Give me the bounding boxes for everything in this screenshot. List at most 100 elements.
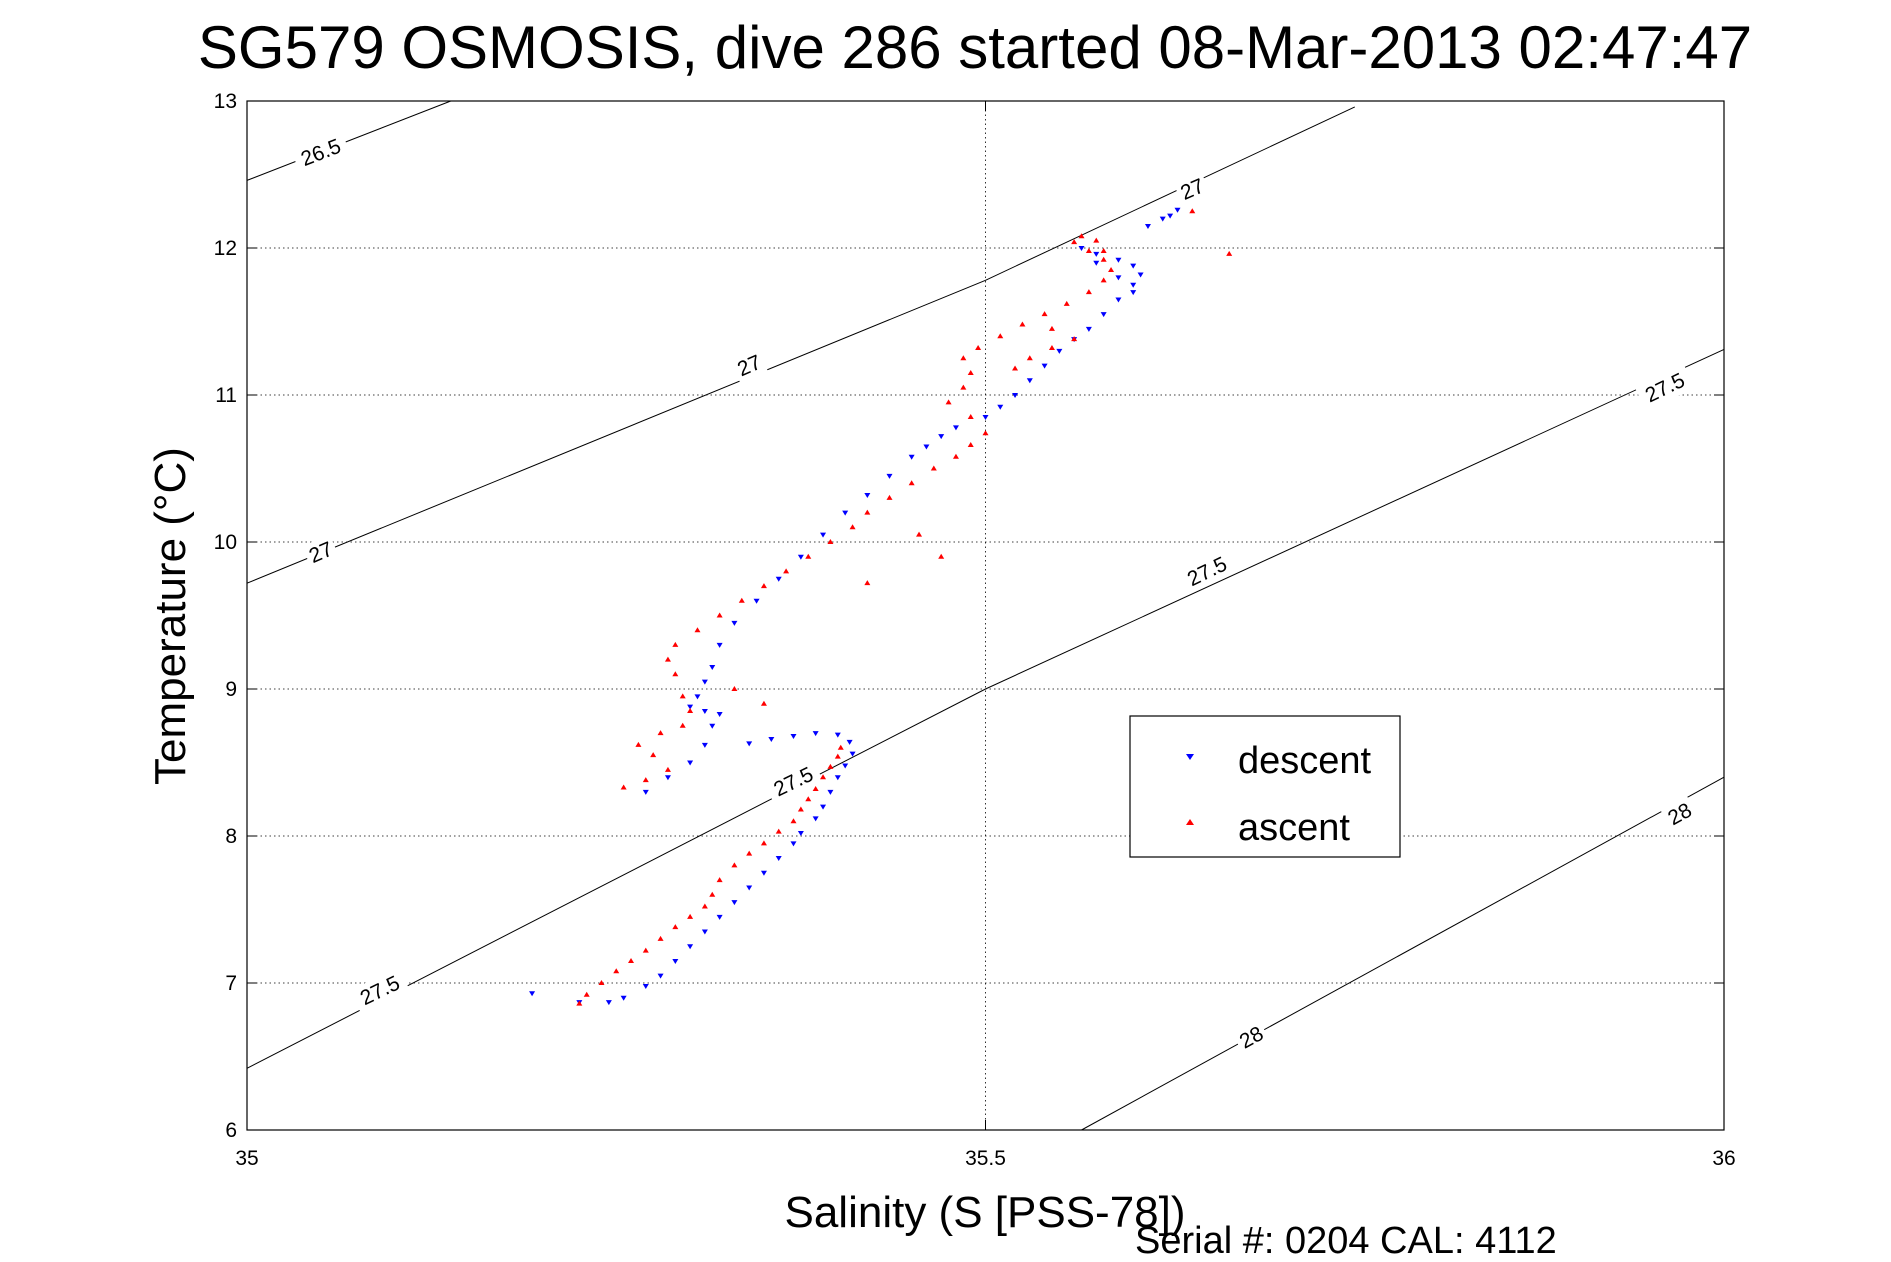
descent-point (642, 789, 649, 795)
descent-point (687, 944, 694, 950)
descent-point (886, 473, 893, 479)
descent-point (820, 532, 827, 538)
descent-point (1159, 216, 1166, 222)
ascent-point (886, 494, 893, 500)
x-tick-label: 36 (1712, 1147, 1735, 1170)
ascent-point (1226, 250, 1233, 256)
contour-label-bg (1634, 364, 1695, 412)
descent-point (1167, 213, 1174, 219)
descent-point (760, 870, 767, 876)
y-tick-label: 13 (214, 90, 237, 113)
descent-point (709, 723, 716, 729)
ascent-point (760, 583, 767, 589)
ascent-point (908, 480, 915, 486)
chart-title: SG579 OSMOSIS, dive 286 started 08-Mar-2… (198, 14, 1752, 81)
ascent-point (812, 785, 819, 791)
ascent-point (1085, 289, 1092, 295)
ascent-point (650, 752, 657, 758)
ascent-point (1041, 311, 1048, 317)
descent-point (790, 841, 797, 847)
descent-point (716, 914, 723, 920)
ascent-point (1071, 239, 1078, 245)
descent-point (908, 454, 915, 460)
descent-point (790, 734, 797, 740)
ascent-point (687, 913, 694, 919)
ascent-point (775, 828, 782, 834)
legend-marker-ascent (1186, 819, 1194, 825)
ascent-point (657, 935, 664, 941)
descent-point (1130, 263, 1137, 269)
descent-point (827, 789, 834, 795)
ascent-point (635, 741, 642, 747)
ascent-point (837, 744, 844, 750)
ascent-point (790, 818, 797, 824)
descent-point (701, 679, 708, 685)
ascent-point (982, 430, 989, 436)
ascent-point (864, 509, 871, 515)
ascent-point (672, 671, 679, 677)
ascent-point (1019, 321, 1026, 327)
y-tick-label: 8 (225, 825, 237, 848)
descent-point (775, 856, 782, 862)
descent-point (820, 804, 827, 810)
ascent-point (1100, 247, 1107, 253)
descent-point (529, 991, 536, 997)
descent-point (746, 885, 753, 891)
contour-label-bg (1231, 1018, 1271, 1057)
ascent-point (967, 441, 974, 447)
ascent-point (805, 553, 812, 559)
y-tick-label: 6 (225, 1119, 237, 1142)
descent-point (834, 732, 841, 738)
descent-point (1085, 326, 1092, 332)
descent-point (701, 929, 708, 935)
ascent-point (797, 806, 804, 812)
legend-label-descent: descent (1238, 740, 1372, 782)
ascent-point (716, 877, 723, 883)
ascent-point (1048, 325, 1055, 331)
ascent-point (1026, 355, 1033, 361)
contour-label-bg (763, 758, 824, 806)
y-tick-label: 7 (225, 972, 237, 995)
ascent-point (945, 399, 952, 405)
ascent-point (731, 862, 738, 868)
serial-cal-footer: Serial #: 0204 CAL: 4112 (1135, 1220, 1557, 1262)
ascent-point (1078, 233, 1085, 239)
descent-point (687, 760, 694, 766)
descent-point (1174, 207, 1181, 213)
descent-point (731, 620, 738, 626)
descent-point (620, 995, 627, 1001)
ascent-point (716, 612, 723, 618)
descent-point (842, 510, 849, 516)
contour-label-bg (1660, 795, 1700, 833)
ascent-point (760, 700, 767, 706)
descent-point (846, 739, 853, 745)
descent-point (1115, 275, 1122, 281)
descent-point (687, 704, 694, 710)
contour-line (246, 348, 1725, 1069)
ascent-point (1012, 365, 1019, 371)
legend-label-ascent: ascent (1238, 807, 1350, 849)
descent-point (701, 742, 708, 748)
descent-point (997, 404, 1004, 410)
descent-point (812, 816, 819, 822)
ascent-point (620, 784, 627, 790)
ascent-point (783, 568, 790, 574)
ascent-point (960, 384, 967, 390)
contour-line (1081, 776, 1725, 1131)
descent-point (797, 554, 804, 560)
y-axis-label: Temperature (°C) (146, 447, 195, 785)
descent-point (716, 711, 723, 717)
ascent-point (1085, 247, 1092, 253)
descent-point (1012, 393, 1019, 398)
ascent-point (679, 693, 686, 699)
descent-point (1100, 312, 1107, 318)
ascent-point (930, 465, 937, 471)
contour-line (246, 106, 1356, 584)
contour-label-bg (1177, 547, 1238, 595)
descent-point (775, 576, 782, 582)
descent-point (842, 763, 849, 769)
descent-point (657, 973, 664, 979)
ascent-point (849, 524, 856, 530)
descent-point (753, 598, 760, 604)
